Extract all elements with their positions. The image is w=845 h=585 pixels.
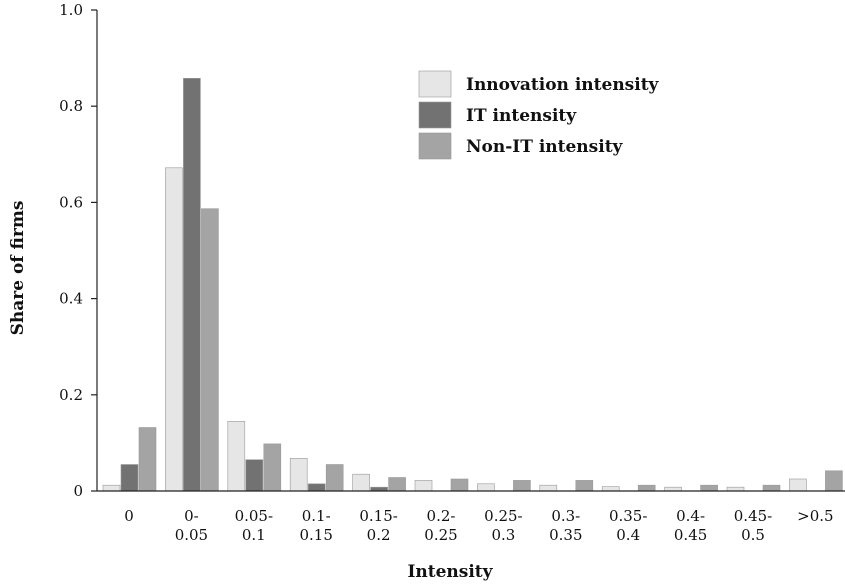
bar-non-it-intensity (263, 443, 282, 492)
x-tick-label: 0.15-0.2 (359, 507, 397, 544)
bar-non-it-intensity (825, 470, 843, 492)
y-tick-label: 0.2 (59, 386, 83, 404)
bars (102, 78, 843, 492)
legend-swatch (418, 101, 452, 129)
x-tick-label: 0.35-0.4 (609, 507, 647, 544)
bar-non-it-intensity (700, 484, 718, 492)
x-tick-label: 0.45-0.5 (734, 507, 772, 544)
y-axis: 0 0.2 0.4 0.6 0.8 1.0 (59, 1, 98, 500)
bar-non-it-intensity (513, 480, 531, 492)
x-tick-label: 0.3-0.35 (549, 507, 582, 544)
legend-swatch (418, 70, 452, 98)
y-tick-label: 0.6 (59, 193, 83, 211)
x-tick-label: 0.25-0.3 (484, 507, 522, 544)
legend: Innovation intensity IT intensity Non-IT i… (418, 70, 660, 160)
bar-innovation-intensity (165, 167, 183, 492)
y-tick-label: 0.4 (59, 290, 83, 308)
bar-innovation-intensity (227, 420, 246, 492)
x-axis: 0 0-0.05 0.05-0.1 0.1-0.15 0.15-0.2 0.2-0.25 0… (97, 490, 845, 544)
x-tick-label: 0.2-0.25 (424, 507, 457, 544)
bar-non-it-intensity (325, 464, 344, 492)
bar-it-intensity (245, 459, 264, 492)
y-tick-label: 1.0 (59, 1, 83, 19)
bar-innovation-intensity (601, 486, 620, 492)
bar-innovation-intensity (539, 484, 558, 492)
bar-non-it-intensity (138, 427, 157, 492)
bar-non-it-intensity (201, 208, 219, 492)
bar-innovation-intensity (352, 473, 370, 492)
x-tick-label: 0.4-0.45 (674, 507, 707, 544)
x-tick-label: >0.5 (797, 507, 833, 525)
bar-it-intensity (120, 464, 139, 492)
bar-innovation-intensity (414, 480, 433, 492)
y-axis-title: Share of firms (8, 201, 28, 336)
bar-non-it-intensity (575, 480, 594, 492)
bar-non-it-intensity (450, 478, 469, 492)
x-tick-label: 0.1-0.15 (299, 507, 332, 544)
bar-non-it-intensity (762, 484, 781, 492)
bar-non-it-intensity (637, 484, 656, 492)
bar-it-intensity (183, 78, 201, 492)
x-axis-title: Intensity (407, 562, 493, 582)
x-tick-label: 0-0.05 (175, 507, 208, 544)
y-tick-label: 0.8 (59, 97, 83, 115)
legend-label: Non-IT intensity (466, 137, 624, 157)
bar-it-intensity (307, 483, 326, 492)
bar-innovation-intensity (789, 478, 807, 492)
x-tick-label: 0 (124, 507, 134, 525)
bar-innovation-intensity (477, 483, 495, 492)
bar-non-it-intensity (388, 477, 406, 492)
y-tick-label: 0 (73, 482, 83, 500)
legend-swatch (418, 132, 452, 160)
legend-label: Innovation intensity (466, 75, 660, 95)
x-tick-label: 0.05-0.1 (235, 507, 273, 544)
legend-label: IT intensity (466, 106, 577, 126)
bar-innovation-intensity (289, 457, 308, 492)
bar-innovation-intensity (102, 484, 121, 492)
